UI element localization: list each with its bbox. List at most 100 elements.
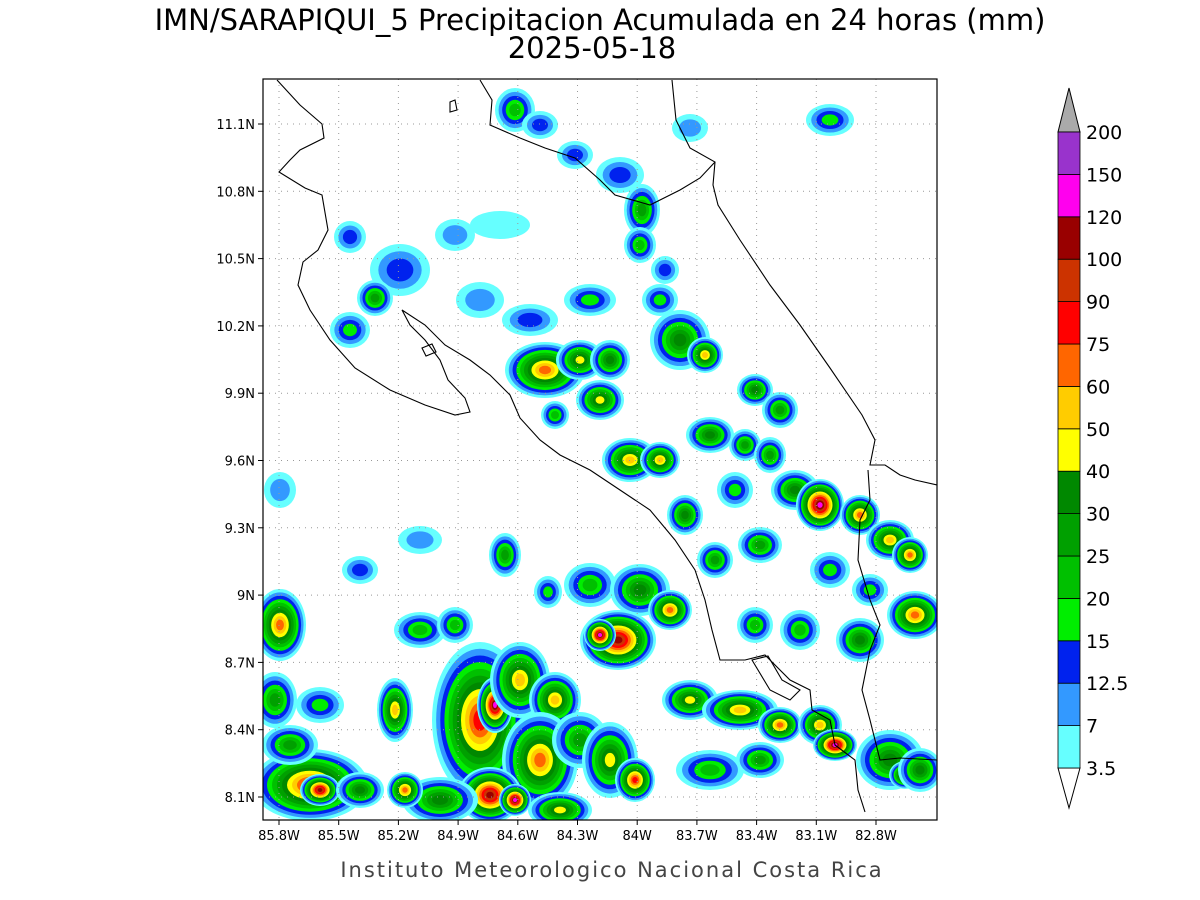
rain-cell [766,450,774,460]
rain-cell [534,752,546,768]
rain-cell [598,633,602,637]
rain-cell [775,405,785,415]
colorbar-label: 90 [1086,292,1110,314]
colorbar-label: 100 [1086,249,1122,271]
rain-cell [684,696,696,704]
rain-cell [370,293,380,303]
rain-cell [573,733,587,747]
lat-tick-label: 10.5N [216,253,255,268]
rain-cell [604,752,616,768]
rain-cell [567,148,583,162]
colorbar-label: 25 [1086,546,1110,568]
rain-cell [754,540,766,550]
rain-cell [741,441,749,449]
rain-cell [710,555,720,565]
colorbar-bin [1057,555,1081,599]
rain-cell [678,119,702,137]
lat-tick-label: 9.6N [225,455,255,470]
rain-cell [704,431,716,439]
colorbar-label: 7 [1086,716,1098,738]
colorbar-label: 40 [1086,461,1110,483]
rain-cell [517,312,543,328]
rain-cell [543,586,553,598]
rain-cell [515,673,525,687]
rain-cell [402,787,408,793]
rain-cell [575,356,585,364]
colorbar-label: 12.5 [1086,673,1128,695]
rain-cell [501,549,509,561]
colorbar-bin [1057,173,1081,218]
rain-cell [816,721,824,729]
rain-cell [580,294,600,306]
rain-cell [493,701,497,709]
rain-cell [789,485,801,495]
rain-cell [342,229,358,245]
rain-cell [554,806,566,814]
rain-cell [863,584,877,596]
rain-cell [392,704,398,716]
rain-cell [486,791,494,799]
rain-cell [776,722,784,728]
rain-cell [386,258,414,282]
rain-cell [551,411,559,419]
rain-cell [751,386,759,394]
credit: Instituto Meteorologico Nacional Costa R… [340,858,883,882]
rain-cell [442,225,468,245]
lon-tick-label: 83.7W [676,829,718,844]
precip-field [263,88,937,820]
lat-tick-label: 8.4N [225,724,255,739]
rain-cell [882,753,898,767]
border [857,469,937,761]
date: 2025-05-18 [508,31,677,65]
colorbar-bin [1057,598,1081,642]
colorbar-bin [1057,343,1081,387]
rain-cell [910,611,920,619]
rain-cell [317,788,323,792]
colorbar-bin [1057,428,1081,472]
rain-cell [821,114,839,126]
lon-tick-label: 83.4W [736,829,778,844]
rain-cell [582,578,598,592]
rain-cell [632,776,638,784]
lat-tick-label: 9N [237,589,255,604]
rain-cell [915,765,925,775]
colorbar-label: 200 [1086,122,1122,144]
rain-cell [283,740,297,750]
rain-cell [633,584,647,596]
coastline [276,79,866,813]
lon-tick-label: 85.5W [318,829,360,844]
lon-tick-label: 82.8W [855,829,897,844]
lon-tick-label: 85.8W [258,829,300,844]
rain-cell [509,103,521,117]
title: IMN/SARAPIQUI_5 Precipitacion Acumulada … [155,3,1046,37]
colorbar-bin [1057,682,1081,727]
colorbar-label: 15 [1086,631,1110,653]
colorbar-label: 20 [1086,588,1110,610]
rain-cell [470,211,530,239]
rain-cell [637,203,647,217]
coastlines [276,79,937,813]
rain-cell [609,167,631,183]
rain-cell [817,502,823,508]
rain-cell [653,294,667,306]
rain-cell [635,239,645,251]
rain-cell [673,333,687,347]
border [479,79,716,206]
lon-tick-label: 84.3W [557,829,599,844]
rain-cell [754,755,766,765]
rain-cell [269,693,281,707]
rain-cell [311,698,329,712]
lon-tick-label: 84.9W [437,829,479,844]
rain-cell [886,536,894,544]
rain-cell [595,396,605,404]
colorbar-label: 75 [1086,334,1110,356]
colorbar-bin [1057,258,1081,303]
colorbar-label: 60 [1086,376,1110,398]
grid: 11.1N 10.8N 10.5N 10.2N 9.9N 9.6N 9.3N 9N 8.7N 8.… [216,79,937,844]
rain-cell [749,619,761,631]
rain-cell [270,478,290,502]
colorbar-bin [1057,385,1081,430]
colorbar-label: 120 [1086,207,1122,229]
lat-tick-label: 11.1N [216,118,255,133]
